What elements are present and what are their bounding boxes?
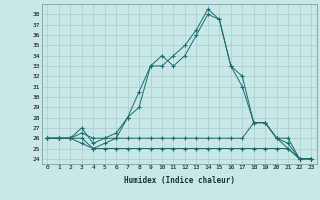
X-axis label: Humidex (Indice chaleur): Humidex (Indice chaleur) [124,176,235,185]
